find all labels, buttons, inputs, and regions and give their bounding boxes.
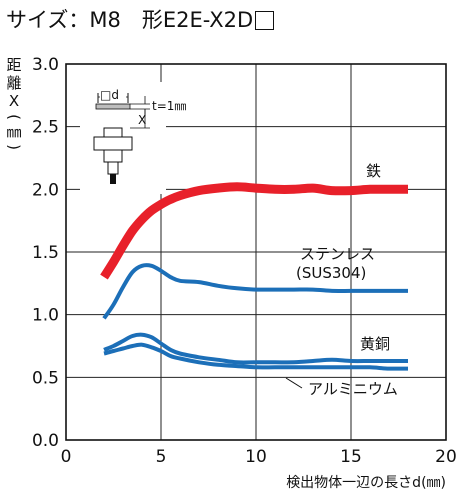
y-axis-label-char: 離 [6, 74, 21, 92]
y-axis-label: 距離X ( ㎜) [5, 56, 23, 150]
series-aluminum-line [103, 342, 409, 371]
d-label: □d [100, 88, 119, 102]
series-group [100, 182, 409, 371]
series-brass-line [103, 332, 408, 365]
y-tick-label: 0.5 [32, 368, 59, 388]
x-tick-label: 20 [435, 447, 457, 467]
x-axis-label: 検出物体一辺の長さd(㎜) [286, 475, 446, 491]
series-iron-line [100, 182, 408, 280]
sensor-head [103, 127, 123, 138]
x-tick-label: 0 [61, 447, 72, 467]
sensor-setup-diagram: □d t=1㎜ X [80, 82, 186, 194]
sensor-body [103, 149, 123, 163]
thickness-label: t=1㎜ [152, 99, 186, 113]
label-stainless: ステンレス [300, 245, 375, 263]
y-tick-label: 2.0 [32, 180, 59, 200]
chart-title-text: サイズ：M8 形E2E-X2D [6, 8, 254, 32]
y-axis-label-char: X [9, 92, 19, 110]
x-tick-label: 10 [245, 447, 267, 467]
label-brass: 黄銅 [360, 335, 390, 353]
target-plate [95, 103, 131, 110]
x-axis: 0 5 10 15 20 [61, 447, 457, 467]
y-axis: 0.0 0.5 1.0 1.5 2.0 2.5 3.0 [32, 55, 59, 451]
series-stainless-line [102, 263, 408, 320]
y-tick-label: 2.5 [32, 118, 59, 138]
sensor-cable [110, 174, 116, 184]
distance-label: X [138, 113, 146, 127]
label-aluminum-leader [285, 377, 303, 389]
x-tick-label: 5 [156, 447, 167, 467]
x-tick-label: 15 [340, 447, 362, 467]
plot-frame [65, 63, 447, 441]
d-label-backdrop [100, 86, 126, 102]
sensor-tail [107, 161, 119, 175]
y-tick-label: 1.5 [32, 243, 59, 263]
label-stainless-grade: (SUS304) [296, 264, 366, 282]
y-axis-label-char: 距 [6, 56, 21, 74]
y-axis-label-char: ㎜ [6, 123, 21, 141]
y-tick-label: 3.0 [32, 55, 59, 75]
label-iron: 鉄 [366, 162, 381, 180]
chart-title: サイズ：M8 形E2E-X2D [6, 4, 275, 34]
y-axis-label-char: ( [5, 114, 23, 120]
square-symbol-icon [255, 11, 275, 30]
sensor-nut [93, 136, 133, 151]
label-aluminum: アルミニウム [308, 380, 398, 398]
y-axis-label-char: ) [5, 144, 23, 150]
y-tick-label: 0.0 [32, 431, 59, 451]
y-tick-label: 1.0 [32, 306, 59, 326]
